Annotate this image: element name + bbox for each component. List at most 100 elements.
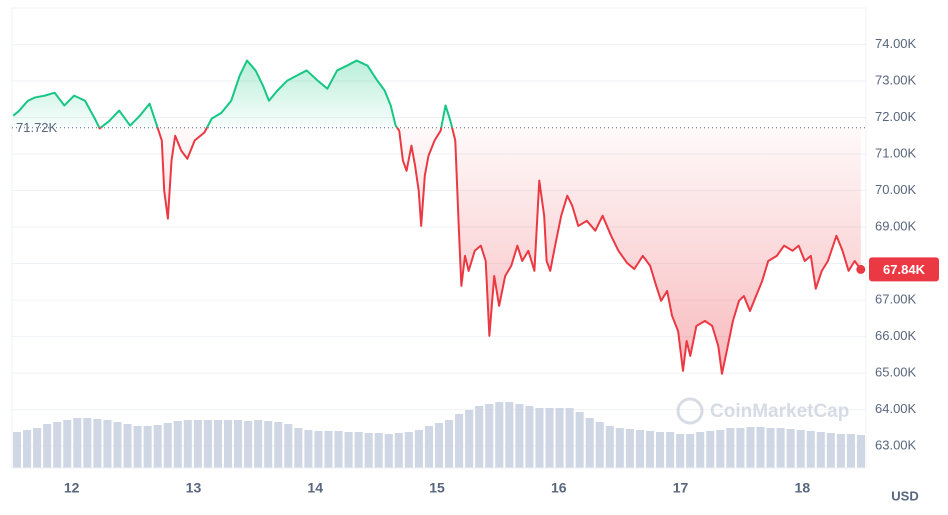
volume-bar xyxy=(826,433,835,468)
x-tick-label: 13 xyxy=(186,480,202,496)
volume-bar xyxy=(143,426,152,468)
y-tick-label: 65.00K xyxy=(875,365,917,380)
x-tick-label: 15 xyxy=(429,480,445,496)
price-area xyxy=(13,60,861,374)
volume-bar xyxy=(696,432,705,468)
x-tick-label: 18 xyxy=(795,480,811,496)
volume-bar xyxy=(123,424,132,468)
volume-bar xyxy=(786,429,795,468)
volume-bar xyxy=(274,422,283,468)
volume-bar xyxy=(394,433,403,468)
y-tick-label: 64.00K xyxy=(875,401,917,416)
volume-bar xyxy=(776,428,785,468)
volume-bar xyxy=(656,432,665,468)
volume-bar xyxy=(53,422,62,468)
volume-bar xyxy=(223,420,233,468)
volume-bar xyxy=(625,429,634,468)
volume-bar xyxy=(766,428,775,468)
watermark-text: CoinMarketCap xyxy=(710,401,849,422)
volume-bar xyxy=(173,421,182,468)
y-tick-label: 71.00K xyxy=(875,145,917,160)
volume-bar xyxy=(33,428,42,468)
currency-label: USD xyxy=(891,488,918,503)
volume-bar xyxy=(635,430,644,468)
price-line xyxy=(12,59,862,375)
volume-bar xyxy=(354,432,363,468)
volume-bar xyxy=(404,432,413,468)
volume-bar xyxy=(485,404,494,468)
volume-bar xyxy=(63,420,72,468)
volume-bar xyxy=(13,432,22,468)
volume-bar xyxy=(455,414,464,468)
volume-bar xyxy=(846,434,855,468)
volume-bar xyxy=(284,424,293,468)
volume-bar xyxy=(726,428,735,468)
volume-bar xyxy=(234,420,243,468)
volume-bar xyxy=(856,435,865,468)
volume-bar xyxy=(244,421,253,468)
current-price-box xyxy=(869,257,939,282)
y-tick-label: 66.00K xyxy=(875,328,917,343)
volume-bar xyxy=(605,426,614,468)
volume-bar xyxy=(535,408,544,468)
volume-bar xyxy=(93,419,102,468)
volume-bar xyxy=(465,410,474,468)
volume-bar xyxy=(515,404,524,468)
volume-bar xyxy=(374,433,383,468)
volume-bar xyxy=(264,421,273,468)
volume-bar xyxy=(414,430,423,468)
y-tick-label: 74.00K xyxy=(875,36,917,51)
volume-bar xyxy=(676,434,685,468)
volume-bar xyxy=(424,426,433,468)
volume-bar xyxy=(153,425,162,468)
volume-bar xyxy=(434,423,444,468)
volume-bar xyxy=(294,428,303,468)
volume-bar xyxy=(193,420,202,468)
volume-bar xyxy=(183,420,192,468)
watermark-logo xyxy=(676,397,704,425)
volume-bar xyxy=(686,434,695,468)
volume-bar xyxy=(203,420,212,468)
x-tick-label: 12 xyxy=(64,480,80,496)
volume-bar xyxy=(83,418,92,468)
volume-bar xyxy=(666,432,675,468)
y-tick-label: 70.00K xyxy=(875,182,917,197)
plot-frame xyxy=(11,7,867,469)
volume-bar xyxy=(445,420,454,468)
volume-bar xyxy=(73,418,82,468)
volume-bar xyxy=(736,428,745,468)
volume-bar xyxy=(23,430,32,468)
volume-bar xyxy=(595,422,604,468)
volume-bar xyxy=(495,402,504,468)
volume-bar xyxy=(314,431,323,468)
x-tick-label: 16 xyxy=(551,480,567,496)
y-tick-label: 69.00K xyxy=(875,218,917,233)
y-tick-label: 73.00K xyxy=(875,72,917,87)
y-tick-label: 72.00K xyxy=(875,109,917,124)
volume-bar xyxy=(706,431,715,468)
volume-bar xyxy=(796,430,805,468)
volume-bar xyxy=(525,406,534,468)
y-tick-label: 67.00K xyxy=(875,292,917,307)
volume-bar xyxy=(555,408,564,468)
watermark: CoinMarketCap xyxy=(676,397,849,425)
volume-bar xyxy=(836,434,845,468)
volume-bar xyxy=(344,432,353,468)
volume-bar xyxy=(545,408,554,468)
current-price-label: 67.84K xyxy=(883,262,926,277)
volume-bar xyxy=(615,428,624,468)
current-dot xyxy=(856,264,866,274)
volume-bar xyxy=(716,430,725,468)
volume-bar xyxy=(384,434,393,468)
volume-bar xyxy=(133,426,142,468)
baseline-label: 71.72K xyxy=(16,120,58,135)
volume-bar xyxy=(816,432,825,468)
volume-bar xyxy=(806,431,815,468)
x-tick-label: 17 xyxy=(673,480,689,496)
volume-bar xyxy=(585,418,594,468)
volume-bar xyxy=(565,408,574,468)
x-tick-label: 14 xyxy=(307,480,323,496)
volume-bar xyxy=(505,402,514,468)
volume-bar xyxy=(213,420,222,468)
